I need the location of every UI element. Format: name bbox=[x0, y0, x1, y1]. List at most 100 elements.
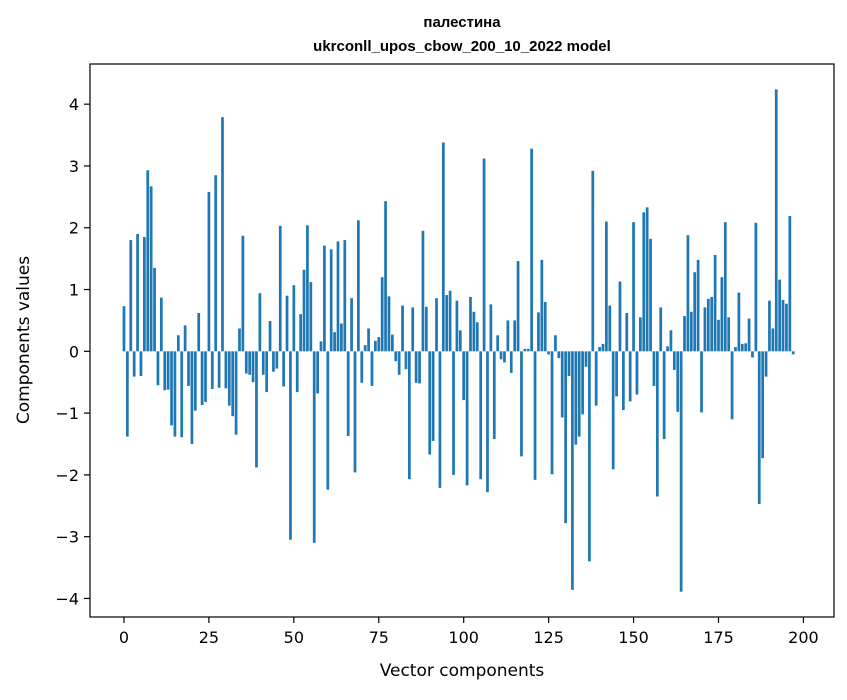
bar-152 bbox=[639, 317, 642, 352]
bar-162 bbox=[672, 351, 676, 370]
bar-150 bbox=[632, 222, 635, 352]
bar-78 bbox=[387, 296, 391, 352]
bar-47 bbox=[282, 351, 285, 387]
y-tick-label: 3 bbox=[69, 157, 79, 176]
bar-19 bbox=[187, 351, 190, 386]
bar-29 bbox=[221, 117, 224, 352]
bar-58 bbox=[319, 341, 323, 352]
bar-38 bbox=[251, 351, 255, 383]
y-tick-label: −3 bbox=[55, 528, 79, 547]
bars-group bbox=[122, 89, 795, 592]
bar-170 bbox=[700, 351, 703, 413]
bar-122 bbox=[537, 312, 540, 352]
bar-118 bbox=[523, 348, 527, 352]
bar-101 bbox=[465, 351, 469, 486]
bar-176 bbox=[720, 277, 724, 352]
bar-88 bbox=[421, 230, 425, 352]
bar-28 bbox=[217, 351, 221, 388]
y-tick-label: −1 bbox=[55, 404, 79, 423]
bar-6 bbox=[143, 237, 146, 352]
bar-136 bbox=[584, 351, 588, 367]
bar-117 bbox=[520, 351, 523, 457]
bar-53 bbox=[302, 269, 306, 352]
bar-93 bbox=[438, 351, 442, 488]
x-tick-label: 125 bbox=[533, 628, 564, 647]
y-tick-label: −4 bbox=[55, 589, 79, 608]
bar-76 bbox=[380, 277, 384, 352]
bar-91 bbox=[431, 351, 435, 441]
bar-182 bbox=[740, 343, 744, 352]
y-tick-label: 4 bbox=[69, 95, 79, 114]
bar-110 bbox=[496, 335, 500, 352]
bar-155 bbox=[649, 238, 652, 352]
bar-120 bbox=[530, 148, 533, 352]
bar-183 bbox=[744, 343, 748, 352]
bar-163 bbox=[676, 351, 680, 412]
bar-23 bbox=[200, 351, 204, 406]
x-axis-label: Vector components bbox=[380, 661, 545, 681]
bar-18 bbox=[183, 325, 187, 352]
bar-97 bbox=[452, 351, 455, 475]
bar-50 bbox=[292, 285, 296, 352]
bar-9 bbox=[153, 267, 156, 352]
bar-34 bbox=[238, 328, 241, 352]
y-tick-label: 2 bbox=[69, 219, 79, 238]
bar-188 bbox=[761, 351, 765, 459]
bar-95 bbox=[445, 295, 449, 352]
bar-164 bbox=[679, 351, 683, 592]
bar-128 bbox=[557, 351, 561, 359]
bar-130 bbox=[564, 351, 567, 524]
bar-13 bbox=[166, 351, 170, 390]
bar-113 bbox=[506, 320, 510, 352]
bar-142 bbox=[605, 221, 608, 352]
bar-64 bbox=[340, 323, 343, 352]
chart-subtitle: ukrconll_upos_cbow_200_10_2022 model bbox=[313, 38, 611, 55]
bar-193 bbox=[778, 279, 781, 352]
bar-15 bbox=[173, 351, 177, 437]
bar-49 bbox=[289, 351, 292, 540]
bar-165 bbox=[683, 316, 686, 352]
y-axis-label: Components values bbox=[14, 256, 34, 424]
bar-10 bbox=[156, 351, 160, 386]
bar-4 bbox=[136, 233, 139, 352]
bar-184 bbox=[747, 318, 751, 352]
bar-66 bbox=[346, 351, 350, 436]
bar-52 bbox=[299, 314, 302, 352]
bar-26 bbox=[210, 351, 214, 389]
bar-89 bbox=[424, 306, 428, 352]
bar-71 bbox=[363, 345, 367, 352]
bar-84 bbox=[407, 351, 411, 480]
bar-107 bbox=[486, 351, 489, 493]
bar-175 bbox=[717, 319, 720, 352]
bar-33 bbox=[234, 351, 238, 435]
bar-159 bbox=[662, 351, 666, 440]
bar-32 bbox=[231, 351, 235, 417]
bar-194 bbox=[781, 300, 785, 352]
bar-37 bbox=[248, 351, 252, 375]
bar-108 bbox=[489, 304, 493, 352]
bar-25 bbox=[207, 191, 211, 352]
bar-195 bbox=[785, 303, 788, 352]
bar-109 bbox=[492, 351, 496, 440]
bar-174 bbox=[713, 254, 717, 352]
bar-86 bbox=[414, 351, 418, 383]
x-tick-label: 150 bbox=[618, 628, 649, 647]
bar-96 bbox=[448, 290, 452, 352]
bar-140 bbox=[598, 346, 601, 352]
bar-114 bbox=[509, 351, 513, 373]
bar-72 bbox=[367, 328, 370, 352]
bar-135 bbox=[581, 351, 584, 415]
bar-87 bbox=[418, 351, 421, 384]
bar-31 bbox=[227, 351, 231, 406]
bar-139 bbox=[594, 351, 598, 406]
bar-21 bbox=[193, 351, 197, 411]
bar-56 bbox=[312, 351, 316, 543]
bar-180 bbox=[734, 346, 737, 352]
bar-55 bbox=[309, 282, 313, 352]
bar-123 bbox=[540, 259, 544, 352]
bar-90 bbox=[428, 351, 432, 455]
bar-156 bbox=[652, 351, 656, 386]
bar-42 bbox=[265, 351, 269, 393]
bar-160 bbox=[666, 346, 669, 352]
bar-14 bbox=[170, 351, 173, 426]
